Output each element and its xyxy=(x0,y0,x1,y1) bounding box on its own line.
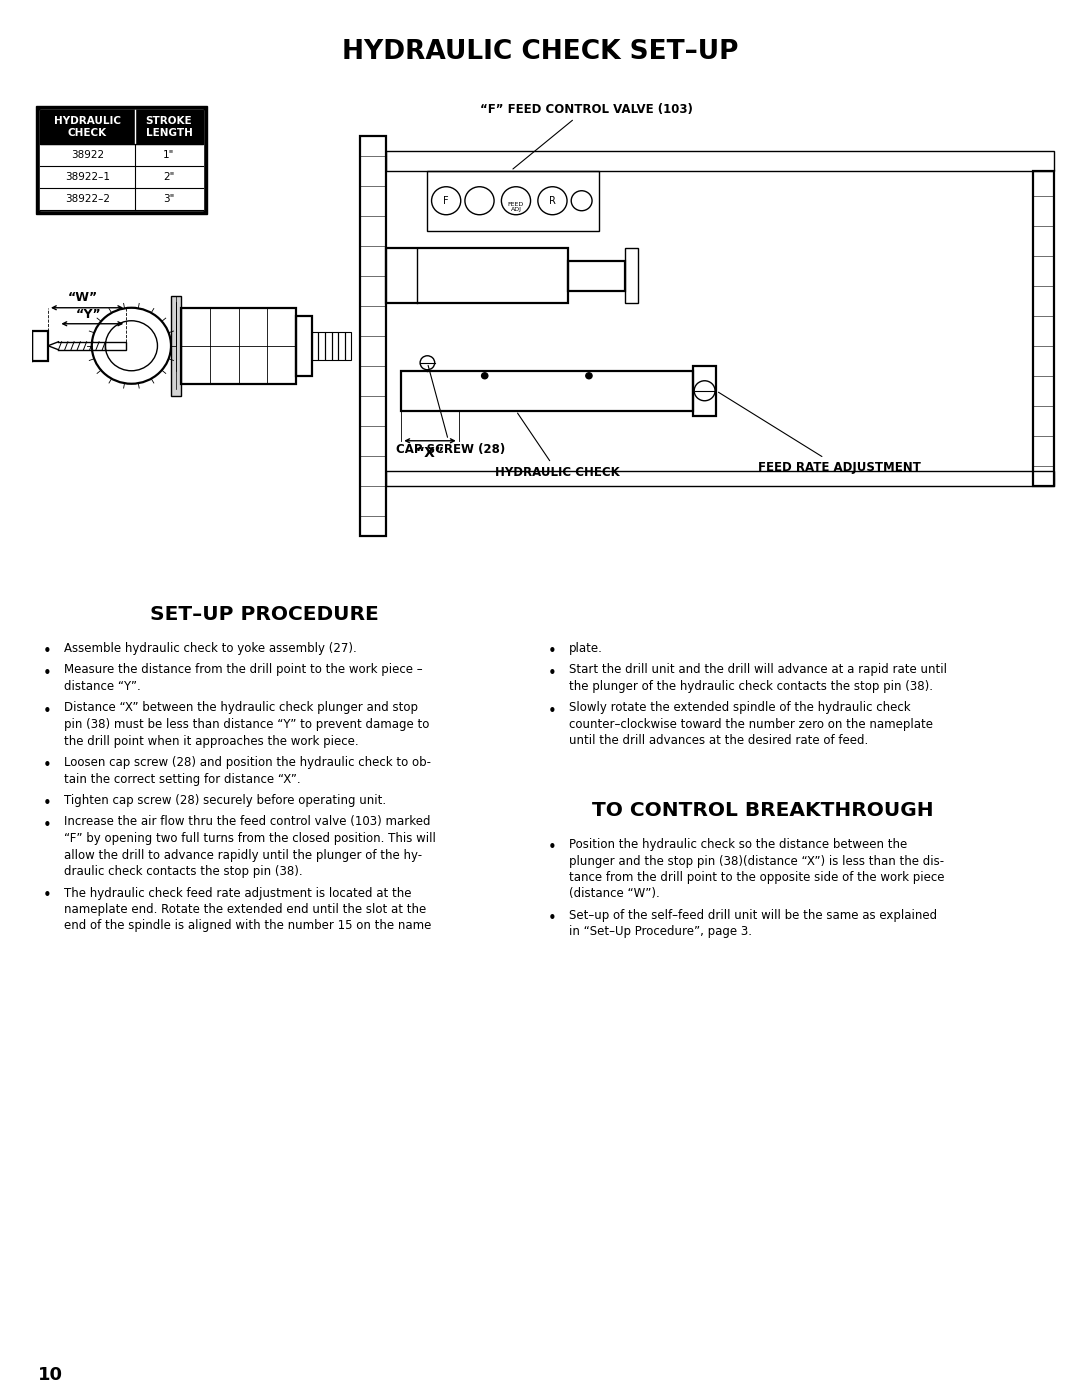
Text: end of the spindle is aligned with the number 15 on the name: end of the spindle is aligned with the n… xyxy=(64,919,431,933)
Circle shape xyxy=(585,373,592,379)
Text: R: R xyxy=(549,196,556,205)
Text: STROKE
LENGTH: STROKE LENGTH xyxy=(146,116,192,138)
Text: nameplate end. Rotate the extended end until the slot at the: nameplate end. Rotate the extended end u… xyxy=(64,902,427,916)
Bar xyxy=(1032,170,1054,486)
Text: 2": 2" xyxy=(163,172,175,182)
Text: Measure the distance from the drill point to the work piece –: Measure the distance from the drill poin… xyxy=(64,664,422,676)
Text: 3": 3" xyxy=(163,194,175,204)
Bar xyxy=(625,249,638,303)
Circle shape xyxy=(482,373,488,379)
Bar xyxy=(568,261,625,291)
Text: the drill point when it approaches the work piece.: the drill point when it approaches the w… xyxy=(64,735,359,747)
Text: plate.: plate. xyxy=(569,643,603,655)
Bar xyxy=(345,331,351,360)
Text: FEED RATE ADJUSTMENT: FEED RATE ADJUSTMENT xyxy=(718,393,920,474)
Bar xyxy=(402,370,693,411)
Text: Increase the air flow thru the feed control valve (103) marked: Increase the air flow thru the feed cont… xyxy=(64,816,431,828)
Text: •: • xyxy=(43,796,52,812)
Text: 1": 1" xyxy=(163,149,175,161)
Text: Set–up of the self–feed drill unit will be the same as explained: Set–up of the self–feed drill unit will … xyxy=(569,909,937,922)
Bar xyxy=(171,296,181,395)
Text: •: • xyxy=(43,704,52,718)
Text: HYDRAULIC CHECK: HYDRAULIC CHECK xyxy=(495,414,620,479)
Text: F: F xyxy=(444,196,449,205)
Text: tance from the drill point to the opposite side of the work piece: tance from the drill point to the opposi… xyxy=(569,870,945,884)
Text: •: • xyxy=(548,665,557,680)
Text: until the drill advances at the desired rate of feed.: until the drill advances at the desired … xyxy=(569,735,868,747)
Text: HYDRAULIC CHECK SET–UP: HYDRAULIC CHECK SET–UP xyxy=(341,39,739,66)
Text: TO CONTROL BREAKTHROUGH: TO CONTROL BREAKTHROUGH xyxy=(592,800,934,820)
Bar xyxy=(428,170,599,231)
Text: •: • xyxy=(43,644,52,659)
Text: 38922–2: 38922–2 xyxy=(65,194,110,204)
Text: SET–UP PROCEDURE: SET–UP PROCEDURE xyxy=(150,605,378,623)
Text: the plunger of the hydraulic check contacts the stop pin (38).: the plunger of the hydraulic check conta… xyxy=(569,680,933,693)
Text: FEED
ADJ: FEED ADJ xyxy=(508,201,524,212)
Text: •: • xyxy=(548,911,557,926)
Text: •: • xyxy=(548,644,557,659)
Text: Tighten cap screw (28) securely before operating unit.: Tighten cap screw (28) securely before o… xyxy=(64,793,387,807)
Text: “Y”: “Y” xyxy=(76,307,102,321)
Text: draulic check contacts the stop pin (38).: draulic check contacts the stop pin (38)… xyxy=(64,865,302,877)
Text: “F” by opening two full turns from the closed position. This will: “F” by opening two full turns from the c… xyxy=(64,833,436,845)
Text: 10: 10 xyxy=(38,1366,63,1384)
Bar xyxy=(181,307,296,384)
Bar xyxy=(319,331,325,360)
Text: plunger and the stop pin (38)(distance “X”) is less than the dis-: plunger and the stop pin (38)(distance “… xyxy=(569,855,944,868)
Text: “W”: “W” xyxy=(68,291,97,303)
Text: •: • xyxy=(43,665,52,680)
Text: CAP SCREW (28): CAP SCREW (28) xyxy=(396,366,505,455)
Text: “F” FEED CONTROL VALVE (103): “F” FEED CONTROL VALVE (103) xyxy=(480,103,692,169)
Text: distance “Y”.: distance “Y”. xyxy=(64,680,140,693)
Text: Start the drill unit and the drill will advance at a rapid rate until: Start the drill unit and the drill will … xyxy=(569,664,947,676)
Bar xyxy=(296,316,312,376)
Bar xyxy=(36,106,207,214)
Bar xyxy=(386,471,1054,486)
Text: •: • xyxy=(43,888,52,904)
Text: in “Set–Up Procedure”, page 3.: in “Set–Up Procedure”, page 3. xyxy=(569,925,752,939)
Text: counter–clockwise toward the number zero on the nameplate: counter–clockwise toward the number zero… xyxy=(569,718,933,731)
Bar xyxy=(338,331,345,360)
Text: •: • xyxy=(43,817,52,833)
Bar xyxy=(32,331,48,360)
Text: HYDRAULIC
CHECK: HYDRAULIC CHECK xyxy=(54,116,121,138)
Text: •: • xyxy=(43,759,52,773)
Text: Distance “X” between the hydraulic check plunger and stop: Distance “X” between the hydraulic check… xyxy=(64,701,418,714)
Text: tain the correct setting for distance “X”.: tain the correct setting for distance “X… xyxy=(64,773,300,785)
Text: •: • xyxy=(548,840,557,855)
Text: (distance “W”).: (distance “W”). xyxy=(569,887,660,901)
Text: Slowly rotate the extended spindle of the hydraulic check: Slowly rotate the extended spindle of th… xyxy=(569,701,910,714)
Text: •: • xyxy=(548,704,557,718)
Bar xyxy=(40,110,203,210)
Text: Position the hydraulic check so the distance between the: Position the hydraulic check so the dist… xyxy=(569,838,907,851)
Text: 38922–1: 38922–1 xyxy=(65,172,110,182)
Text: Assemble hydraulic check to yoke assembly (27).: Assemble hydraulic check to yoke assembl… xyxy=(64,643,356,655)
Text: allow the drill to advance rapidly until the plunger of the hy-: allow the drill to advance rapidly until… xyxy=(64,848,422,862)
Text: The hydraulic check feed rate adjustment is located at the: The hydraulic check feed rate adjustment… xyxy=(64,887,411,900)
Bar xyxy=(386,151,1054,170)
Bar xyxy=(386,249,568,303)
Bar xyxy=(693,366,716,416)
Bar xyxy=(312,331,319,360)
Bar xyxy=(40,110,203,144)
Bar xyxy=(106,342,126,349)
Bar xyxy=(325,331,332,360)
Text: pin (38) must be less than distance “Y” to prevent damage to: pin (38) must be less than distance “Y” … xyxy=(64,718,430,731)
Text: Loosen cap screw (28) and position the hydraulic check to ob-: Loosen cap screw (28) and position the h… xyxy=(64,756,431,768)
Bar xyxy=(332,331,338,360)
Bar xyxy=(360,136,386,536)
Text: 38922: 38922 xyxy=(71,149,104,161)
Text: “X”: “X” xyxy=(416,446,445,460)
